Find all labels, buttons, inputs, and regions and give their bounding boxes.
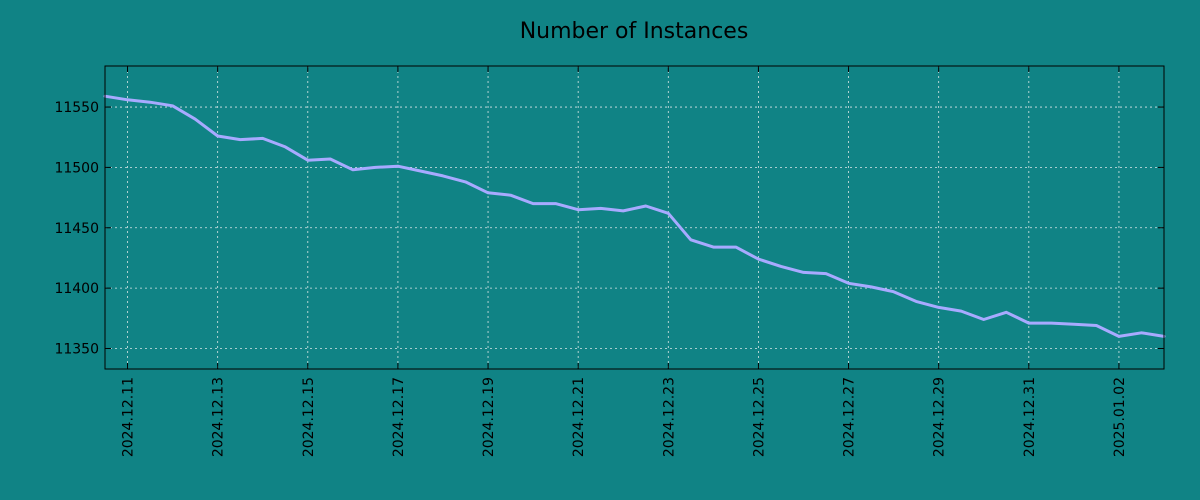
y-tick-label: 11550 (54, 100, 99, 116)
x-tick-label: 2025.01.02 (1112, 377, 1128, 457)
y-tick-label: 11400 (54, 281, 99, 297)
x-tick-label: 2024.12.25 (751, 377, 767, 457)
x-tick-label: 2024.12.21 (571, 377, 587, 457)
x-tick-label: 2024.12.31 (1022, 377, 1038, 457)
axis-ticks: 11350 11400 11450 11500 11550 2024.12.11 2024.… (54, 66, 1164, 457)
series-layer (103, 94, 1166, 338)
chart-title: Number of Instances (520, 19, 749, 44)
x-tick-label: 2024.12.13 (211, 377, 227, 457)
grid-lines (105, 66, 1164, 369)
x-tick-label: 2024.12.15 (301, 377, 317, 457)
x-tick-label: 2024.12.29 (932, 377, 948, 457)
plot-area-frame (104, 65, 1165, 370)
series-line-instances (103, 94, 1166, 338)
x-tick-label: 2024.12.23 (661, 377, 677, 457)
y-tick-label: 11450 (54, 221, 99, 237)
x-tick-label: 2024.12.17 (391, 377, 407, 457)
x-tick-label: 2024.12.19 (481, 377, 497, 457)
x-tick-label: 2024.12.27 (842, 377, 858, 457)
y-tick-label: 11350 (54, 341, 99, 357)
y-tick-label: 11500 (54, 160, 99, 176)
x-tick-label: 2024.12.11 (121, 377, 137, 457)
